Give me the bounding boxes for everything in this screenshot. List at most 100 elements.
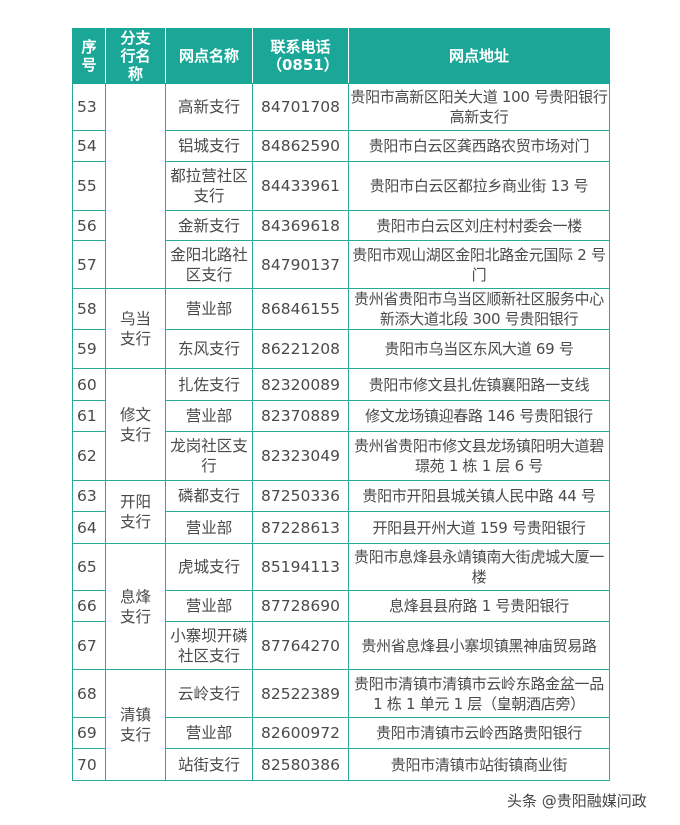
cell-phone: 84701708 [252, 83, 349, 131]
cell-address: 修文龙场镇迎春路 146 号贵阳银行 [348, 400, 610, 432]
table-row: 65 息烽支行 虎城支行 85194113 贵阳市息烽县永靖镇南大街虎城大厦一楼 [72, 543, 610, 670]
table-row: 59 东风支行 86221208 贵阳市乌当区东风大道 69 号 [72, 329, 610, 369]
table-header-row: 序号 分支行名称 网点名称 联系电话（0851） 网点地址 [72, 28, 610, 84]
header-branch: 分支行名称 [105, 28, 166, 84]
cell-seq: 66 [72, 590, 106, 622]
cell-phone: 87228613 [252, 511, 349, 544]
cell-name: 营业部 [165, 400, 253, 432]
table-row: 56 金新支行 84369618 贵阳市白云区刘庄村村委会一楼 [72, 210, 610, 241]
cell-name: 磷都支行 [165, 480, 253, 512]
cell-seq: 70 [72, 748, 106, 781]
cell-phone: 82600972 [252, 717, 349, 749]
header-phone: 联系电话（0851） [252, 28, 349, 84]
cell-seq: 55 [72, 161, 106, 211]
cell-address: 贵州省贵阳市修文县龙场镇阳明大道碧璟苑 1 栋 1 层 6 号 [348, 431, 610, 481]
cell-address: 贵阳市白云区龚西路农贸市场对门 [348, 130, 610, 162]
table-row: 54 铝城支行 84862590 贵阳市白云区龚西路农贸市场对门 [72, 130, 610, 162]
cell-seq: 65 [72, 543, 106, 591]
header-seq: 序号 [72, 28, 106, 84]
cell-name: 云岭支行 [165, 669, 253, 718]
table-row: 60 修文支行 扎佐支行 82320089 贵阳市修文县扎佐镇襄阳路一支线 [72, 368, 610, 481]
cell-phone: 84433961 [252, 161, 349, 211]
cell-phone: 84790137 [252, 240, 349, 289]
cell-branch: 修文支行 [105, 368, 166, 481]
cell-seq: 68 [72, 669, 106, 718]
cell-name: 扎佐支行 [165, 368, 253, 401]
cell-seq: 69 [72, 717, 106, 749]
cell-address: 贵阳市白云区都拉乡商业街 13 号 [348, 161, 610, 211]
cell-name: 都拉营社区支行 [165, 161, 253, 211]
cell-phone: 86221208 [252, 329, 349, 369]
cell-seq: 61 [72, 400, 106, 432]
cell-name: 小寨坝开磷社区支行 [165, 621, 253, 670]
cell-address: 贵阳市高新区阳关大道 100 号贵阳银行高新支行 [348, 83, 610, 131]
cell-address: 贵阳市清镇市云岭西路贵阳银行 [348, 717, 610, 749]
cell-address: 贵阳市观山湖区金阳北路金元国际 2 号门 [348, 240, 610, 289]
cell-phone: 82370889 [252, 400, 349, 432]
cell-seq: 62 [72, 431, 106, 481]
table-row: 53 高新支行 84701708 贵阳市高新区阳关大道 100 号贵阳银行高新支行 [72, 83, 610, 289]
cell-address: 贵阳市白云区刘庄村村委会一楼 [348, 210, 610, 241]
cell-name: 营业部 [165, 511, 253, 544]
cell-address: 贵阳市清镇市清镇市云岭东路金盆一品 1 栋 1 单元 1 层（皇朝酒店旁） [348, 669, 610, 718]
cell-name: 金新支行 [165, 210, 253, 241]
cell-branch: 开阳支行 [105, 480, 166, 544]
cell-seq: 67 [72, 621, 106, 670]
watermark: 头条 @贵阳融媒问政 [507, 792, 647, 810]
cell-address: 息烽县县府路 1 号贵阳银行 [348, 590, 610, 622]
cell-seq: 53 [72, 83, 106, 131]
cell-branch: 息烽支行 [105, 543, 166, 670]
branch-table: 序号 分支行名称 网点名称 联系电话（0851） 网点地址 53 高新支行 8470… [72, 28, 610, 781]
cell-phone: 84862590 [252, 130, 349, 162]
cell-branch: 乌当支行 [105, 288, 166, 369]
cell-phone: 87728690 [252, 590, 349, 622]
cell-phone: 87250336 [252, 480, 349, 512]
cell-name: 营业部 [165, 288, 253, 330]
header-name: 网点名称 [165, 28, 253, 84]
cell-address: 贵阳市息烽县永靖镇南大街虎城大厦一楼 [348, 543, 610, 591]
cell-seq: 58 [72, 288, 106, 330]
table-row: 55 都拉营社区支行 84433961 贵阳市白云区都拉乡商业街 13 号 [72, 161, 610, 211]
table-row: 67 小寨坝开磷社区支行 87764270 贵州省息烽县小寨坝镇黑神庙贸易路 [72, 621, 610, 670]
cell-address: 贵阳市开阳县城关镇人民中路 44 号 [348, 480, 610, 512]
cell-seq: 60 [72, 368, 106, 401]
table-row: 62 龙岗社区支行 82323049 贵州省贵阳市修文县龙场镇阳明大道碧璟苑 1 栋 … [72, 431, 610, 481]
cell-name: 高新支行 [165, 83, 253, 131]
cell-phone: 82320089 [252, 368, 349, 401]
cell-phone: 85194113 [252, 543, 349, 591]
table-row: 70 站街支行 82580386 贵阳市清镇市站街镇商业街 [72, 748, 610, 781]
header-address: 网点地址 [348, 28, 610, 84]
cell-phone: 84369618 [252, 210, 349, 241]
cell-name: 营业部 [165, 590, 253, 622]
table-row: 63 开阳支行 磷都支行 87250336 贵阳市开阳县城关镇人民中路 44 号 [72, 480, 610, 544]
cell-address: 开阳县开州大道 159 号贵阳银行 [348, 511, 610, 544]
cell-branch [105, 83, 166, 289]
cell-seq: 57 [72, 240, 106, 289]
cell-name: 铝城支行 [165, 130, 253, 162]
cell-address: 贵阳市乌当区东风大道 69 号 [348, 329, 610, 369]
cell-name: 龙岗社区支行 [165, 431, 253, 481]
cell-seq: 54 [72, 130, 106, 162]
cell-phone: 82323049 [252, 431, 349, 481]
cell-phone: 87764270 [252, 621, 349, 670]
cell-seq: 56 [72, 210, 106, 241]
cell-phone: 82580386 [252, 748, 349, 781]
cell-name: 金阳北路社区支行 [165, 240, 253, 289]
cell-address: 贵阳市清镇市站街镇商业街 [348, 748, 610, 781]
cell-name: 虎城支行 [165, 543, 253, 591]
cell-name: 东风支行 [165, 329, 253, 369]
cell-name: 营业部 [165, 717, 253, 749]
cell-seq: 59 [72, 329, 106, 369]
table-row: 58 乌当支行 营业部 86846155 贵州省贵阳市乌当区顺新社区服务中心新添大道北段… [72, 288, 610, 369]
cell-seq: 64 [72, 511, 106, 544]
cell-phone: 86846155 [252, 288, 349, 330]
cell-branch: 清镇支行 [105, 669, 166, 781]
table-row: 68 清镇支行 云岭支行 82522389 贵阳市清镇市清镇市云岭东路金盆一品 1 栋 … [72, 669, 610, 781]
table-body: 53 高新支行 84701708 贵阳市高新区阳关大道 100 号贵阳银行高新支行 54… [72, 83, 610, 781]
cell-name: 站街支行 [165, 748, 253, 781]
cell-seq: 63 [72, 480, 106, 512]
cell-address: 贵阳市修文县扎佐镇襄阳路一支线 [348, 368, 610, 401]
table-row: 64 营业部 87228613 开阳县开州大道 159 号贵阳银行 [72, 511, 610, 544]
cell-phone: 82522389 [252, 669, 349, 718]
table-row: 69 营业部 82600972 贵阳市清镇市云岭西路贵阳银行 [72, 717, 610, 749]
